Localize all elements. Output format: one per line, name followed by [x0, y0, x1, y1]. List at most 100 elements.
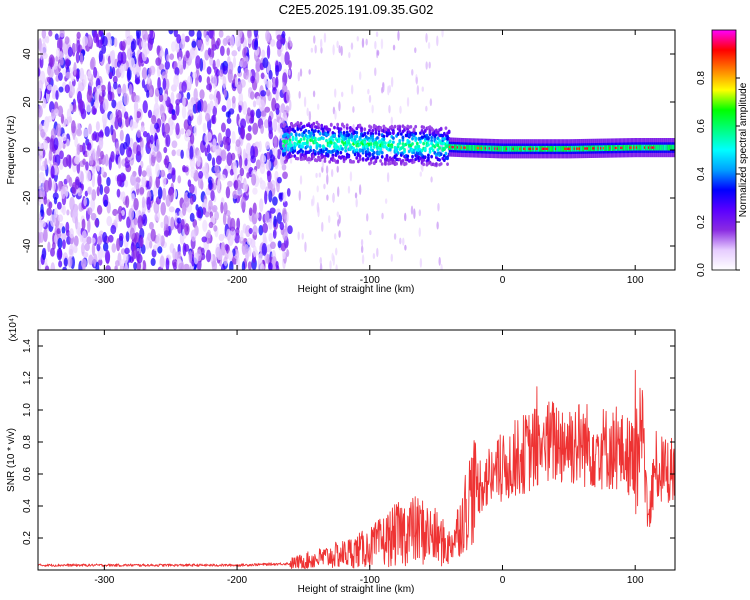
spectrogram-cell [468, 144, 471, 151]
spectrogram-cell [390, 253, 393, 262]
colorbar-tick-label: 0.0 [696, 263, 707, 277]
spectrogram-cell [290, 143, 293, 148]
spectrogram-cell [543, 147, 545, 150]
spectrogram-cell [326, 194, 329, 201]
spectrogram-cell [231, 50, 238, 57]
spectrogram-cell [403, 147, 406, 152]
spectrogram-cell [280, 153, 285, 166]
spectrogram-cell [77, 80, 83, 93]
spectrogram-cell [96, 205, 103, 215]
spectrogram-cell [189, 48, 195, 60]
spectrogram-cell [467, 144, 469, 151]
spectrogram-cell [339, 150, 343, 155]
spectrogram-cell [44, 157, 48, 171]
spectrogram-cell [395, 147, 398, 152]
spectrogram-cell [275, 260, 279, 269]
spectrogram-cell [417, 144, 421, 149]
spectrogram-cell [121, 40, 126, 51]
spectrogram-cell [290, 154, 293, 158]
spectrogram-cell [141, 48, 148, 62]
spectrogram-cell [330, 168, 334, 178]
spectrogram-cell [319, 257, 322, 265]
spectrogram-cell [127, 66, 132, 81]
spectrogram-cell [95, 121, 100, 132]
colorbar-tick-label: 0.6 [696, 119, 707, 133]
spectrogram-cell [204, 162, 209, 172]
spectrogram-cell [497, 145, 500, 152]
spectrogram-cell [208, 93, 214, 100]
spectrogram-cell [414, 124, 418, 129]
spectrogram-cell [38, 158, 42, 171]
spectrogram-cell [447, 130, 451, 134]
spectrogram-cell [223, 142, 228, 150]
spectrogram-cell [313, 128, 317, 133]
spectrogram-cell [214, 211, 220, 221]
spectrogram-cell [38, 149, 43, 162]
spectrogram-cell [137, 215, 144, 230]
spectrogram-cell [301, 145, 305, 149]
spectrogram-cell [336, 159, 340, 163]
spectrogram-cell [171, 169, 176, 183]
spectrogram-cell [509, 145, 512, 152]
spectrogram-cell [220, 45, 225, 57]
spectrogram-cell [50, 214, 56, 227]
spectrogram-cell [476, 146, 479, 150]
spectrogram-cell [641, 144, 643, 151]
spectrogram-cell [76, 143, 81, 156]
spectrogram-cell [259, 163, 266, 175]
spectrogram-cell [326, 173, 329, 185]
spectrogram-cell [288, 151, 292, 155]
spectrogram-cell [430, 138, 434, 143]
spectrogram-cell [120, 191, 126, 203]
spectrogram-cell [206, 131, 212, 142]
spectrogram-cell [315, 172, 318, 178]
spectrogram-cell [302, 124, 306, 129]
spectrogram-cell [338, 101, 341, 112]
spectrogram-cell [377, 132, 381, 136]
spectrogram-cell [549, 145, 552, 152]
y-tick-label: 0.2 [22, 531, 33, 545]
spectrogram-cell [296, 121, 300, 125]
spectrogram-cell [79, 52, 84, 65]
spectrogram-cell [46, 84, 53, 91]
spectrogram-cell [105, 62, 110, 75]
spectrogram-cell [499, 145, 501, 152]
spectrogram-cell [485, 145, 488, 152]
spectrogram-cell [481, 145, 484, 152]
spectrogram-cell [328, 215, 331, 224]
spectrogram-cell [266, 89, 271, 97]
spectrogram-x-axis-label: Height of straight line (km) [298, 284, 415, 295]
spectrogram-cell [50, 247, 55, 257]
spectrogram-cell [163, 146, 168, 154]
spectrogram-cell [414, 136, 418, 141]
spectrogram-cell [54, 108, 59, 117]
spectrogram-cell [623, 144, 626, 151]
spectrogram-cell [328, 128, 332, 132]
spectrogram-cell [187, 115, 192, 126]
spectrogram-cell [197, 149, 201, 161]
spectrogram-cell [157, 246, 163, 254]
spectrogram-cell [206, 66, 212, 75]
spectrogram-cell [224, 243, 229, 251]
spectrogram-cell [128, 83, 133, 96]
spectrogram-cell [337, 139, 341, 143]
spectrogram-cell [372, 145, 376, 149]
spectrogram-cell [149, 240, 153, 249]
spectrogram-cell [475, 145, 477, 151]
spectrogram-cell [495, 145, 497, 152]
spectrogram-cell [146, 90, 150, 99]
spectrogram-cell [176, 92, 182, 100]
spectrogram-cell [175, 43, 180, 53]
spectrogram-cell [223, 256, 228, 267]
spectrogram-cell [223, 88, 227, 98]
spectrogram-cell [122, 83, 127, 98]
spectrogram-cell [239, 167, 245, 177]
spectrogram-cell [94, 99, 99, 109]
spectrogram-cell [173, 30, 178, 38]
spectrogram-cell [372, 151, 376, 155]
spectrogram-cell [221, 105, 227, 112]
spectrogram-cell [286, 187, 291, 197]
spectrogram-cell [211, 204, 218, 213]
spectrogram-cell [270, 154, 275, 163]
spectrogram-cell [517, 145, 520, 152]
